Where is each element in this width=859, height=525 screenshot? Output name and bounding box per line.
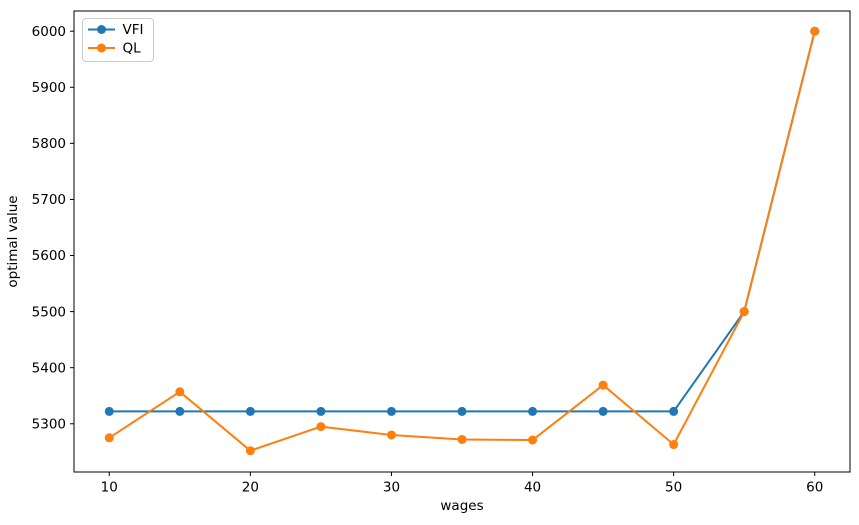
data-point-ql xyxy=(245,446,255,456)
data-point-ql xyxy=(104,433,114,443)
data-point-ql xyxy=(739,307,749,317)
data-point-vfi xyxy=(386,406,396,416)
data-point-ql xyxy=(598,380,608,390)
data-point-vfi xyxy=(598,406,608,416)
x-tick-label: 40 xyxy=(524,480,541,496)
x-tick-label: 50 xyxy=(665,480,682,496)
data-point-ql xyxy=(386,430,396,440)
data-point-ql xyxy=(316,422,326,432)
plot-area: 10 20 30 40 50 60 5300 5400 5500 5600 5700 5800 5900… xyxy=(32,10,851,496)
y-tick-label: 5900 xyxy=(32,80,66,96)
data-point-vfi xyxy=(316,406,326,416)
y-tick-label: 5400 xyxy=(32,360,66,376)
x-tick-label: 60 xyxy=(806,480,823,496)
y-tick-label: 6000 xyxy=(32,24,66,40)
data-point-vfi xyxy=(669,406,679,416)
series-line-ql xyxy=(108,30,816,452)
data-point-vfi xyxy=(245,406,255,416)
legend-swatch-marker xyxy=(97,43,106,53)
y-tick-label: 5800 xyxy=(32,136,66,152)
data-point-vfi xyxy=(175,406,185,416)
plot-border xyxy=(73,10,851,473)
y-tick-label: 5600 xyxy=(32,248,66,264)
data-point-ql xyxy=(175,387,185,397)
x-tick-label: 20 xyxy=(242,480,259,496)
data-point-vfi xyxy=(457,406,467,416)
legend-swatch-marker xyxy=(97,25,106,34)
x-tick-label: 10 xyxy=(101,480,118,496)
data-point-ql xyxy=(669,440,679,450)
data-point-ql xyxy=(528,435,538,445)
y-tick-label: 5300 xyxy=(32,416,66,432)
y-tick-label: 5500 xyxy=(32,304,66,320)
data-point-ql xyxy=(457,434,467,444)
data-point-ql xyxy=(810,26,820,36)
y-axis-label: optimal value xyxy=(5,195,21,287)
data-point-vfi xyxy=(528,406,538,416)
x-tick-label: 30 xyxy=(383,480,400,496)
series-line-vfi xyxy=(108,30,816,413)
x-axis-label: wages xyxy=(440,498,483,514)
legend-label-vfi: VFI xyxy=(123,22,144,38)
data-point-vfi xyxy=(104,406,114,416)
y-tick-label: 5700 xyxy=(32,192,66,208)
legend-label-ql: QL xyxy=(123,41,142,57)
legend: VFI QL xyxy=(82,18,154,62)
